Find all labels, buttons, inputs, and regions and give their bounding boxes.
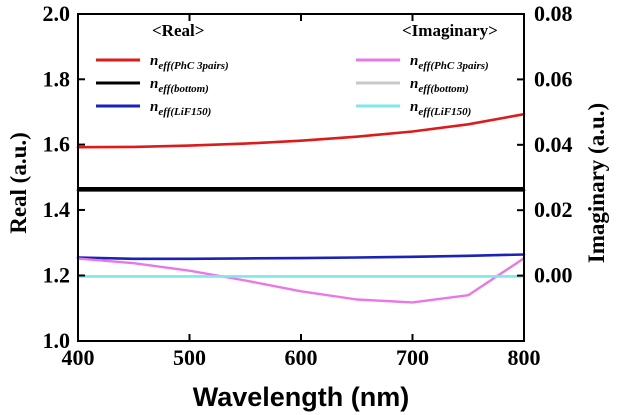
x-tick-label: 400	[62, 345, 95, 370]
legend-label-base: n	[410, 99, 418, 115]
legend-label-imag-2: neff(LiF150)	[410, 99, 471, 118]
legend-label-subscript: eff(bottom)	[418, 83, 469, 95]
y-left-tick-label: 1.0	[43, 328, 71, 353]
legend-label-imag-0: neff(PhC 3pairs)	[410, 53, 489, 72]
y-axis-label-imaginary: Imaginary (a.u.)	[584, 103, 609, 263]
y-right-tick-label: 0.00	[534, 263, 573, 288]
legend-label-base: n	[150, 99, 158, 115]
legend-label-subscript: eff(bottom)	[158, 83, 209, 95]
series-line-2	[76, 253, 526, 261]
legend-label-subscript: eff(LiF150)	[158, 106, 211, 118]
x-tick-label: 600	[285, 345, 318, 370]
y-left-tick-label: 2.0	[43, 1, 71, 26]
x-tick-label: 800	[508, 345, 541, 370]
y-left-tick-label: 1.4	[43, 197, 71, 222]
legend-label-base: n	[410, 53, 418, 69]
y-left-tick-label: 1.6	[43, 132, 71, 157]
y-right-tick-label: 0.02	[534, 197, 573, 222]
x-tick-label: 500	[173, 345, 206, 370]
legend-label-base: n	[150, 53, 158, 69]
legend-label-subscript: eff(PhC 3pairs)	[418, 60, 488, 72]
y-axis-label-real: Real (a.u.)	[6, 132, 31, 234]
legend-label-subscript: eff(LiF150)	[418, 106, 471, 118]
x-tick-label: 700	[396, 345, 429, 370]
y-right-tick-label: 0.06	[534, 66, 573, 91]
x-axis-label: Wavelength (nm)	[193, 382, 410, 412]
legend-label-real-2: neff(LiF150)	[150, 99, 211, 118]
legend-label-imag-1: neff(bottom)	[410, 76, 469, 95]
y-left-tick-label: 1.8	[43, 66, 71, 91]
legend-label-real-0: neff(PhC 3pairs)	[150, 53, 229, 72]
legend-header-real: <Real>	[152, 21, 204, 40]
legend-label-real-1: neff(bottom)	[150, 76, 209, 95]
y-right-tick-label: 0.04	[534, 132, 573, 157]
series-line-3	[76, 257, 526, 304]
y-left-tick-label: 1.2	[43, 262, 71, 287]
legend-label-base: n	[150, 76, 158, 92]
legend-label-subscript: eff(PhC 3pairs)	[158, 60, 228, 72]
y-right-tick-label: 0.08	[534, 1, 573, 26]
series-line-0	[76, 112, 526, 149]
legend-header-imaginary: <Imaginary>	[402, 21, 498, 40]
legend-label-base: n	[410, 76, 418, 92]
